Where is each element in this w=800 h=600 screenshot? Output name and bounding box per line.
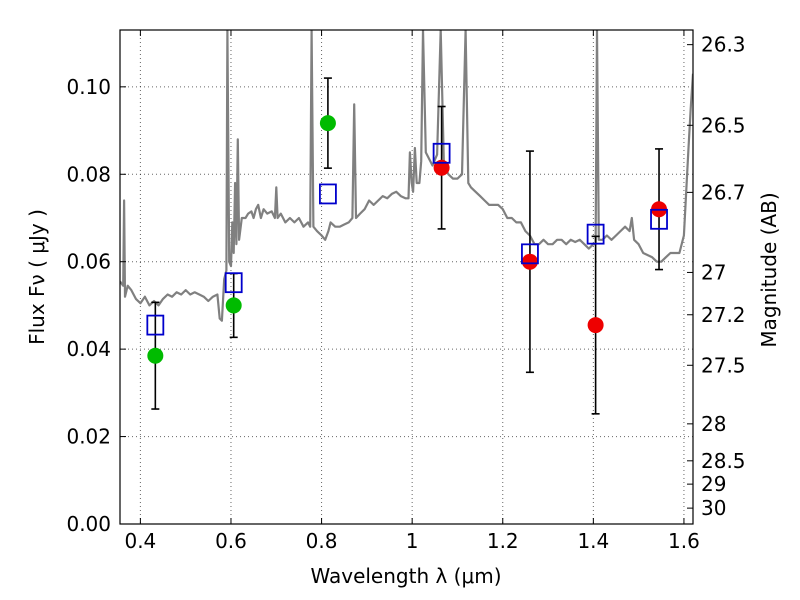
right-tick-label: 27 (701, 260, 726, 284)
y-axis-right-label: Magnitude (AB) (757, 192, 781, 347)
x-axis-label: Wavelength λ (μm) (310, 564, 501, 588)
y-axis-label: Flux Fν ( μJy ) (25, 209, 49, 345)
model-square (432, 142, 451, 164)
model-square (650, 208, 668, 230)
model-square (146, 314, 165, 336)
right-tick-label: 29 (701, 472, 726, 496)
axis-ticks: 0.4 0.6 0.8 1 1.2 1.4 1.6 0.00 0.02 0.04 0.06 0.08 0… (66, 30, 746, 553)
observed-point (147, 347, 164, 364)
observed-point (319, 115, 336, 132)
x-tick-label: 0.4 (124, 529, 156, 553)
x-tick-label: 0.6 (215, 529, 247, 553)
plot-background (120, 30, 693, 524)
y-tick-label: 0.10 (66, 75, 111, 99)
right-tick-label: 26.3 (701, 33, 746, 57)
right-tick-label: 27.2 (701, 303, 746, 327)
y-tick-label: 0.04 (66, 337, 111, 361)
model-square (521, 243, 539, 265)
observed-point (521, 253, 538, 270)
y-tick-label: 0.06 (66, 250, 111, 274)
model-square (586, 223, 605, 245)
y-tick-label: 0.02 (66, 425, 111, 449)
x-tick-label: 1.6 (668, 529, 700, 553)
x-tick-label: 1 (406, 529, 419, 553)
y-tick-label: 0.08 (66, 162, 111, 186)
right-tick-label: 30 (701, 496, 726, 520)
right-tick-label: 26.5 (701, 113, 746, 137)
right-tick-label: 26.7 (701, 180, 746, 204)
right-tick-label: 28.5 (701, 449, 746, 473)
x-tick-label: 1.2 (487, 529, 519, 553)
data-markers (146, 115, 668, 364)
y-tick-label: 0.00 (66, 512, 111, 536)
observed-point (225, 297, 242, 314)
observed-point (433, 159, 450, 176)
right-tick-label: 27.5 (701, 353, 746, 377)
x-tick-label: 1.4 (577, 529, 609, 553)
model-square (319, 183, 337, 205)
model-square (224, 272, 243, 294)
observed-point (587, 317, 604, 334)
x-tick-label: 0.8 (306, 529, 338, 553)
right-tick-label: 28 (701, 412, 726, 436)
plot-frame (119, 29, 694, 525)
